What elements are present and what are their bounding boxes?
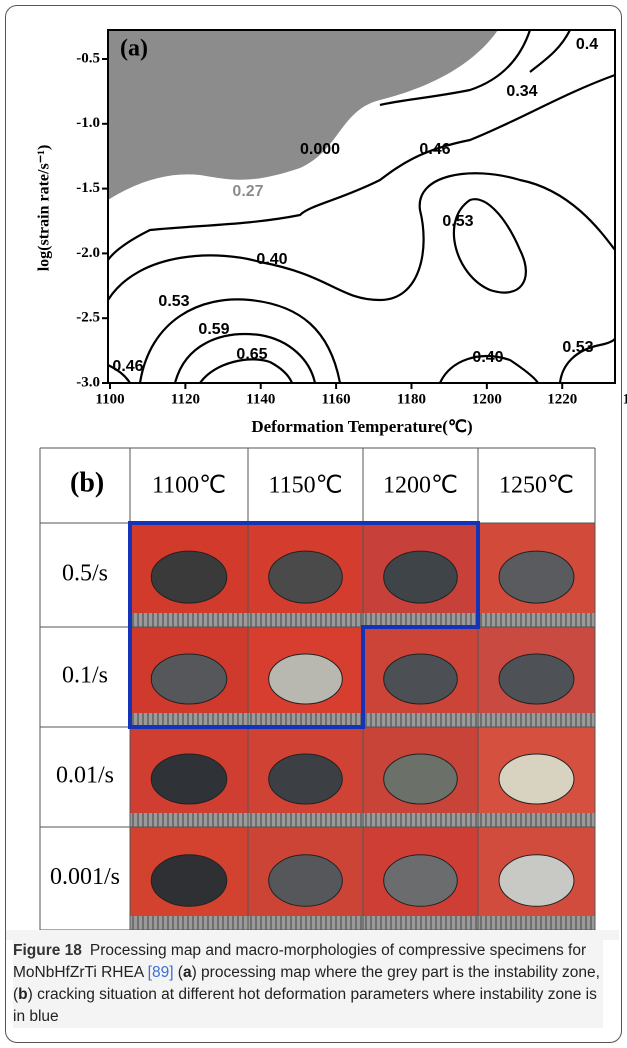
panel-label: (a)	[120, 36, 148, 62]
caption-text: ) cracking situation at different hot de…	[13, 986, 597, 1025]
specimen	[269, 855, 343, 907]
specimen	[384, 855, 458, 907]
specimen	[151, 754, 227, 804]
y-tick-label: -2.0	[76, 245, 100, 261]
specimen	[384, 551, 458, 603]
caption-text[interactable]: [89]	[148, 964, 174, 981]
x-tick-label: 1160	[322, 391, 351, 407]
column-label: 1150℃	[268, 473, 342, 499]
y-tick-label: -0.5	[76, 50, 100, 66]
y-tick-label: -1.5	[76, 180, 100, 196]
caption-text: Figure 18	[13, 942, 82, 959]
y-tick-label: -2.5	[76, 310, 100, 326]
x-axis-label: Deformation Temperature(℃)	[251, 417, 472, 436]
row-label: 0.1/s	[62, 663, 108, 689]
y-axis-label: log(strain rate/s⁻¹)	[36, 145, 53, 272]
specimen	[269, 754, 343, 804]
row-label: 0.01/s	[56, 763, 114, 789]
column-label: 1200℃	[383, 473, 458, 499]
specimen	[269, 654, 343, 704]
row-label: 0.001/s	[50, 864, 120, 890]
specimen	[499, 654, 574, 704]
caption-box	[6, 930, 619, 940]
y-tick-label: -1.0	[76, 115, 100, 131]
specimen	[269, 551, 343, 603]
specimen	[384, 754, 458, 804]
y-tick-label: -3.0	[76, 374, 100, 390]
row-label: 0.5/s	[62, 561, 108, 587]
contour-label: 0.59	[198, 321, 229, 338]
x-tick-label: 1120	[171, 391, 200, 407]
column-label: 1100℃	[152, 473, 226, 499]
contour-label: 0.40	[256, 251, 287, 268]
contour-label: 0.53	[562, 339, 593, 356]
x-tick-label: 1220	[547, 391, 577, 407]
caption-text: b	[18, 986, 27, 1003]
specimen	[499, 754, 574, 804]
caption-text: a	[183, 964, 192, 981]
contour-label: 0.53	[158, 293, 189, 310]
specimen	[499, 551, 574, 603]
contour-label: 0.34	[506, 83, 537, 100]
contour-label: 0.65	[236, 346, 267, 363]
specimen	[384, 654, 458, 704]
specimen	[151, 855, 227, 907]
contour-label: 0.4	[576, 36, 598, 53]
x-tick-label: 1100	[95, 391, 124, 407]
specimen	[151, 654, 227, 704]
contour-label: 0.46	[419, 141, 450, 158]
contour-label: 0.46	[112, 358, 143, 375]
contour-label: 0.27	[232, 183, 263, 200]
caption-text: (	[174, 964, 183, 981]
x-tick-label: 1180	[397, 391, 426, 407]
x-tick-label: 1200	[472, 391, 502, 407]
panel-label: (b)	[70, 467, 104, 498]
contour-label: 0.40	[472, 349, 503, 366]
column-label: 1250℃	[499, 473, 574, 499]
x-tick-label: 1240	[623, 391, 627, 407]
contour-label: 0.000	[300, 141, 340, 158]
specimen	[151, 551, 227, 603]
specimen	[499, 855, 574, 907]
page: (a) log(strain rate/s⁻¹) Deformation Tem…	[0, 0, 627, 1048]
figure: (a) log(strain rate/s⁻¹) Deformation Tem…	[0, 0, 627, 940]
contour-label: 0.53	[442, 213, 473, 230]
x-tick-label: 1140	[246, 391, 275, 407]
